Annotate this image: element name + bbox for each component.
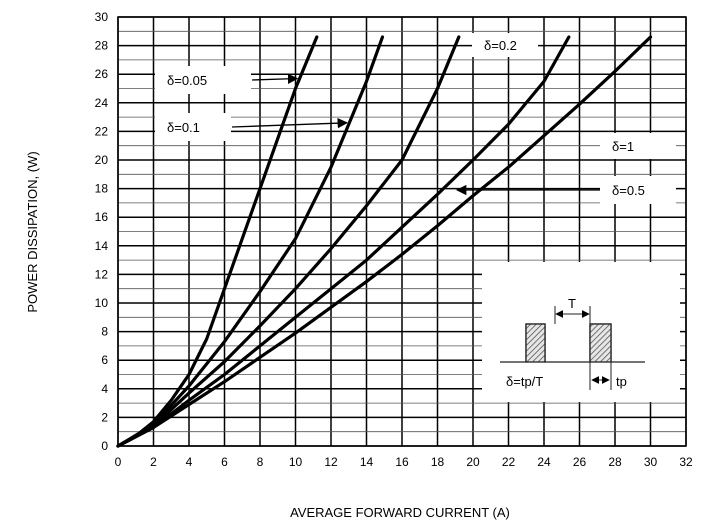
x-axis-ticks: 0 2 4 6 8 10 12 14 16 18 20 22 24 26 28 30 32 [115, 455, 693, 469]
x-tick-label: 28 [608, 455, 622, 469]
series-label-box [155, 66, 251, 94]
y-tick-label: 16 [95, 210, 109, 224]
series-label: δ=1 [612, 139, 634, 154]
series-label: δ=0.05 [167, 73, 207, 88]
pulse-1 [525, 323, 546, 363]
y-tick-label: 20 [95, 153, 109, 167]
series-label-box [472, 33, 538, 57]
series-label: δ=0.5 [612, 183, 645, 198]
series-line [116, 35, 571, 448]
series-label: δ=0.2 [484, 38, 517, 53]
series-labels: δ=0.05 δ=0.1 δ=0.2 δ=1 δ=0.5 [155, 33, 676, 204]
x-tick-label: 20 [466, 455, 480, 469]
x-tick-label: 24 [537, 455, 551, 469]
duty-formula-label: δ=tp/T [506, 374, 543, 389]
x-tick-label: 26 [573, 455, 587, 469]
x-tick-label: 16 [395, 455, 409, 469]
y-tick-label: 8 [101, 325, 108, 339]
x-tick-label: 6 [221, 455, 228, 469]
series-line [116, 35, 461, 448]
series-label-box [155, 113, 231, 141]
x-tick-label: 32 [679, 455, 693, 469]
x-tick-label: 30 [644, 455, 658, 469]
series-label: δ=0.1 [167, 120, 200, 135]
series-label-box [600, 176, 676, 204]
x-tick-label: 8 [257, 455, 264, 469]
y-tick-label: 30 [95, 10, 109, 24]
y-tick-label: 4 [101, 382, 108, 396]
y-tick-label: 12 [95, 267, 109, 281]
x-tick-label: 2 [150, 455, 157, 469]
curves [116, 35, 653, 448]
x-axis-title: AVERAGE FORWARD CURRENT (A) [290, 505, 510, 520]
y-tick-label: 0 [101, 439, 108, 453]
y-tick-label: 26 [95, 67, 109, 81]
y-tick-label: 6 [101, 353, 108, 367]
x-tick-label: 4 [186, 455, 193, 469]
tp-label: tp [616, 374, 627, 389]
y-tick-label: 10 [95, 296, 109, 310]
series-label-box [600, 133, 676, 159]
y-tick-label: 22 [95, 124, 109, 138]
series-line [116, 35, 319, 448]
series-line [116, 35, 385, 448]
x-tick-label: 22 [502, 455, 516, 469]
y-tick-label: 18 [95, 182, 109, 196]
duty-cycle-inset: T tp δ=tp/T [482, 262, 680, 402]
x-tick-label: 0 [115, 455, 122, 469]
x-tick-label: 18 [431, 455, 445, 469]
label-arrow [251, 73, 299, 84]
y-axis-title: POWER DISSIPATION, (W) [25, 151, 40, 312]
y-tick-label: 2 [101, 410, 108, 424]
inset-background [482, 262, 680, 402]
y-tick-label: 28 [95, 39, 109, 53]
y-tick-label: 14 [95, 239, 109, 253]
y-tick-label: 24 [95, 96, 109, 110]
pulse-2 [589, 323, 612, 363]
x-tick-label: 14 [360, 455, 374, 469]
x-tick-label: 10 [289, 455, 303, 469]
label-arrow [231, 117, 349, 129]
x-tick-label: 12 [324, 455, 338, 469]
plot-frame [117, 16, 687, 447]
series-line [116, 35, 653, 448]
period-label: T [568, 296, 576, 311]
